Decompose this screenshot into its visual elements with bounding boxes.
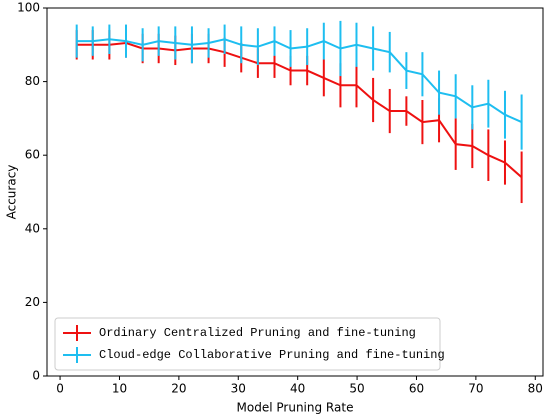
x-tick-label: 40 <box>290 382 305 396</box>
legend-label: Ordinary Centralized Pruning and fine-tu… <box>99 326 416 340</box>
legend: Ordinary Centralized Pruning and fine-tu… <box>54 317 445 371</box>
y-axis-label: Accuracy <box>5 165 19 220</box>
x-tick-label: 30 <box>231 382 246 396</box>
y-tick-label: 40 <box>25 221 40 235</box>
legend-label: Cloud-edge Collaborative Pruning and fin… <box>99 348 445 362</box>
plot-frame <box>46 7 544 377</box>
y-tick-label: 80 <box>25 74 40 88</box>
y-tick-label: 0 <box>32 369 40 383</box>
x-tick-label: 80 <box>528 382 543 396</box>
series-line <box>76 38 523 123</box>
y-tick-label: 60 <box>25 148 40 162</box>
x-tick-label: 50 <box>349 382 364 396</box>
x-axis-label: Model Pruning Rate <box>237 401 354 415</box>
y-tick-label: 20 <box>25 295 40 309</box>
x-tick-label: 60 <box>409 382 424 396</box>
x-tick-label: 0 <box>56 382 64 396</box>
x-tick-label: 20 <box>171 382 186 396</box>
x-tick-label: 10 <box>112 382 127 396</box>
y-tick-label: 100 <box>17 1 40 15</box>
x-tick-label: 70 <box>468 382 483 396</box>
series-line <box>76 41 523 179</box>
legend-box <box>54 317 441 371</box>
